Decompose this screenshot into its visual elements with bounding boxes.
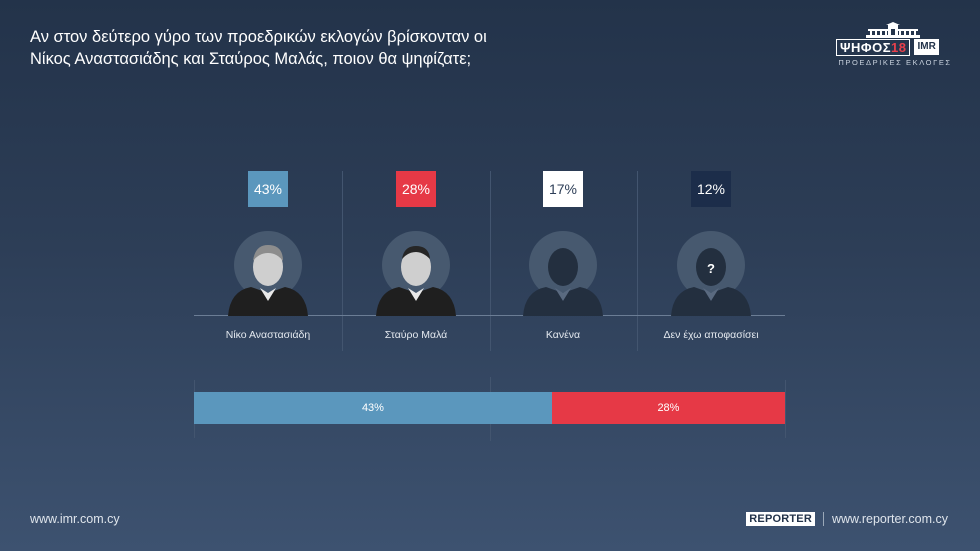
logo-subtitle: ΠΡΟΕΔΡΙΚΕΣ ΕΚΛΟΓΕΣ <box>838 58 952 67</box>
head <box>696 248 726 286</box>
candidate-label: Νίκο Αναστασιάδη <box>225 329 311 341</box>
question-silhouette-icon: ? <box>671 231 751 316</box>
torso <box>671 287 751 316</box>
stacked-bar-segment: 28% <box>551 392 785 424</box>
chart-title: Αν στον δεύτερο γύρο των προεδρικών εκλο… <box>30 26 630 70</box>
percentage-label: 12% <box>691 171 731 207</box>
imr-website[interactable]: www.imr.com.cy <box>30 512 120 526</box>
column-divider <box>490 171 491 351</box>
psifos18-logo: ΨΗΦΟΣ18 IMR ΠΡΟΕΔΡΙΚΕΣ ΕΚΛΟΓΕΣ <box>836 22 954 68</box>
logo-word-box: ΨΗΦΟΣ18 <box>836 38 911 56</box>
photo-anastasiades <box>228 231 308 316</box>
stacked-bar-segment: 43% <box>194 392 552 424</box>
column-divider <box>342 171 343 351</box>
torso <box>376 287 456 316</box>
logo-wordmark: ΨΗΦΟΣ18 IMR <box>836 38 939 56</box>
chart-title-line-1: Αν στον δεύτερο γύρο των προεδρικών εκλο… <box>30 28 487 46</box>
imr-logo: IMR <box>914 39 939 55</box>
shirt-collar <box>260 288 276 301</box>
head <box>548 248 578 286</box>
bar-right-guide <box>785 380 786 438</box>
column-divider <box>637 171 638 351</box>
hair <box>402 246 430 259</box>
reporter-footer: REPORTER www.reporter.com.cy <box>746 512 948 526</box>
candidate-label: Κανένα <box>545 329 581 341</box>
photo-malas <box>376 231 456 316</box>
logo-number: 18 <box>891 39 907 55</box>
torso <box>228 287 308 316</box>
parliament-building-icon <box>866 22 920 38</box>
reporter-website[interactable]: www.reporter.com.cy <box>831 512 948 526</box>
stacked-bar: 43% 28% <box>194 392 785 424</box>
head <box>253 248 283 286</box>
reporter-logo: REPORTER <box>746 512 815 526</box>
percentage-label: 43% <box>248 171 288 207</box>
candidate-label: Σταύρο Μαλά <box>384 329 448 341</box>
shirt-collar <box>408 288 424 301</box>
chart-title-line-2: Νίκος Αναστασιάδης και Σταύρος Μαλάς, πο… <box>30 50 472 68</box>
footer-separator <box>822 512 824 526</box>
percentage-label: 28% <box>396 171 436 207</box>
shirt-collar <box>555 288 571 301</box>
question-mark: ? <box>707 261 715 276</box>
shirt-collar <box>703 288 719 301</box>
silhouette-icon <box>523 231 603 316</box>
head <box>401 248 431 286</box>
candidate-label: Δεν έχω αποφασίσει <box>663 329 759 341</box>
chart-baseline <box>194 315 785 316</box>
torso <box>523 287 603 316</box>
percentage-label: 17% <box>543 171 583 207</box>
logo-word: ΨΗΦΟΣ <box>840 39 891 55</box>
hair <box>253 245 283 261</box>
